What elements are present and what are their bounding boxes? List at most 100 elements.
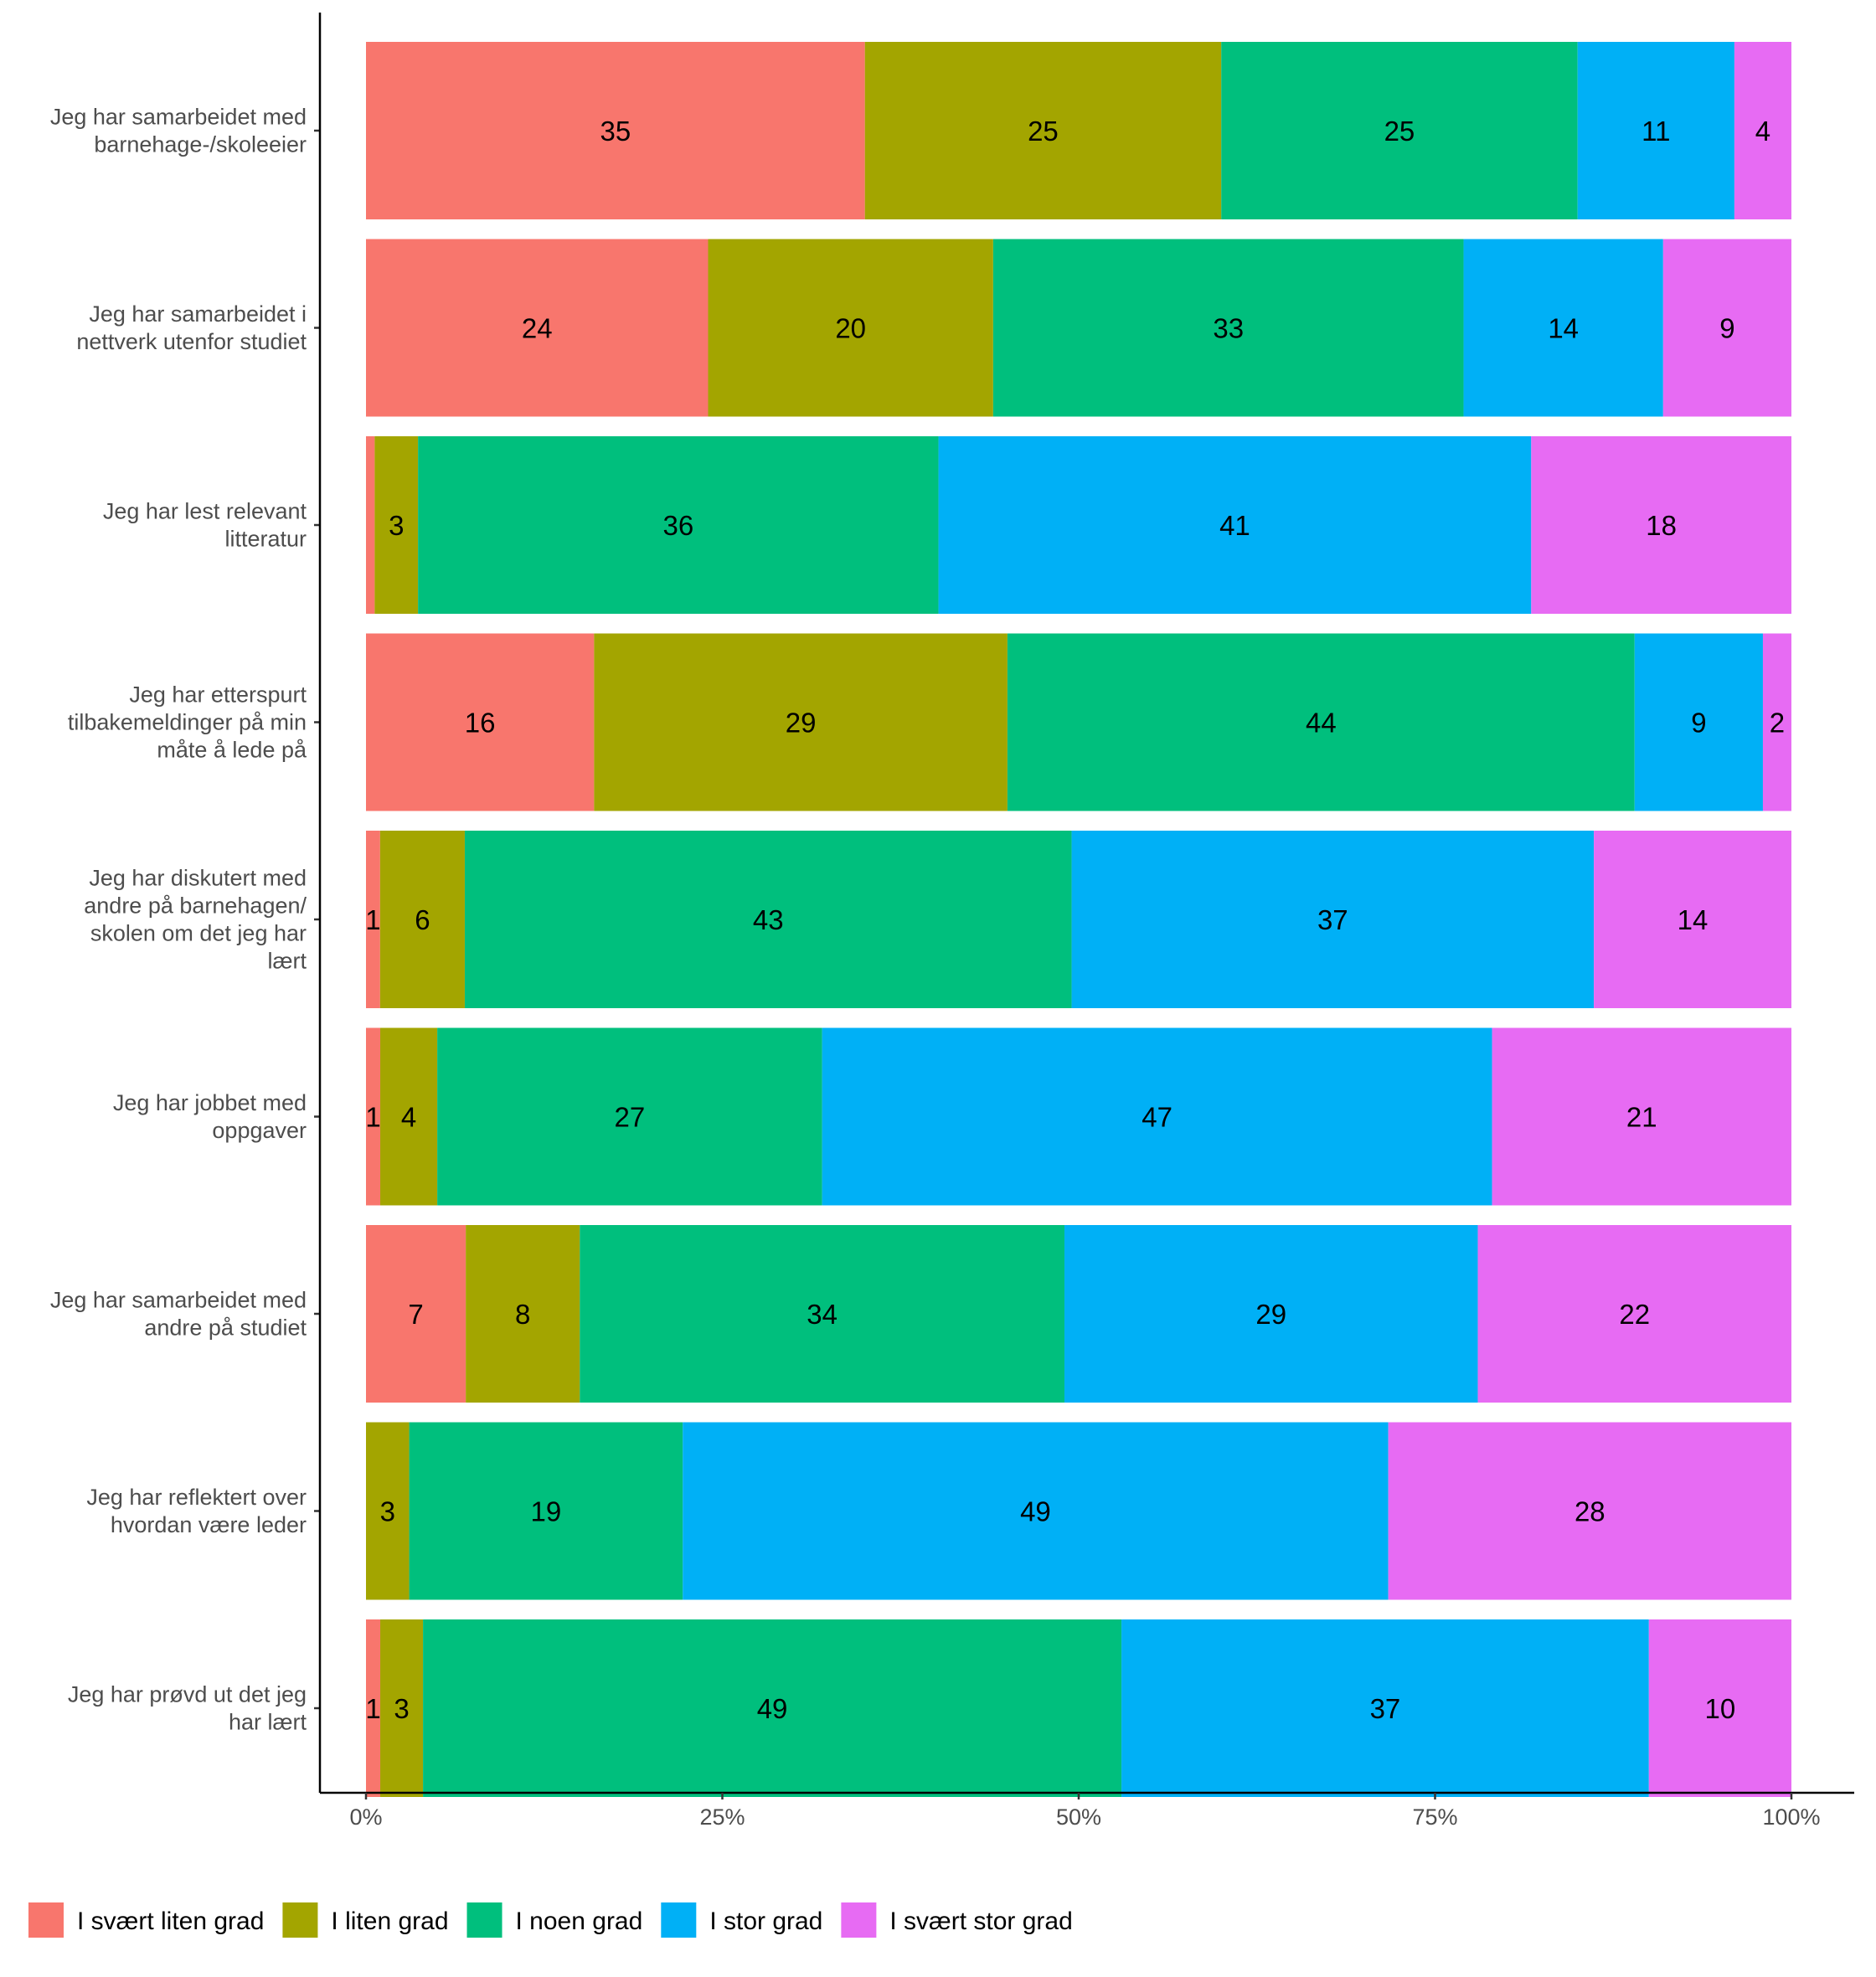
bar-segment <box>409 1422 683 1600</box>
legend-label: I noen grad <box>516 1907 643 1935</box>
data-label: 29 <box>786 708 817 739</box>
legend-key <box>28 1902 64 1938</box>
bar-segment <box>437 1027 822 1206</box>
x-tick-label: 100% <box>1762 1805 1820 1830</box>
bar-segment <box>1007 633 1635 811</box>
bar-segment <box>366 1225 466 1403</box>
bar-segment <box>1594 831 1791 1008</box>
data-label: 25 <box>1384 116 1415 147</box>
data-label: 20 <box>835 313 866 344</box>
data-label: 35 <box>600 116 631 147</box>
data-label: 14 <box>1548 313 1579 344</box>
bar-segment <box>366 1027 381 1206</box>
data-label: 3 <box>394 1693 409 1724</box>
category-label-line: oppgaver <box>212 1118 307 1143</box>
category-label-line: Jeg har etterspurt <box>129 682 307 708</box>
data-label: 21 <box>1626 1102 1657 1133</box>
data-label: 6 <box>415 904 430 935</box>
data-label: 25 <box>1028 116 1059 147</box>
bar-segment <box>1634 633 1763 811</box>
legend-label: I stor grad <box>709 1907 822 1935</box>
category-label: Jeg har lest relevant litteratur <box>103 499 307 552</box>
data-label: 44 <box>1306 708 1337 739</box>
y-axis: Jeg har samarbeidet med barnehage-/skolee… <box>50 13 322 1793</box>
category-label-line: Jeg har samarbeidet med <box>50 105 307 130</box>
legend-key <box>841 1902 877 1938</box>
data-label: 3 <box>389 510 404 541</box>
bar-segment <box>822 1027 1492 1206</box>
data-label: 1 <box>365 1693 380 1724</box>
data-label: 19 <box>531 1496 562 1527</box>
data-label: 22 <box>1619 1299 1650 1330</box>
category-label: Jeg har jobbet med oppgaver <box>113 1090 307 1143</box>
category-label-line: nettverk utenfor studiet <box>76 329 307 354</box>
category-label-line: Jeg har reflektert over <box>86 1485 307 1510</box>
data-label: 1 <box>365 904 380 935</box>
data-label: 9 <box>1691 708 1706 739</box>
category-label-line: lært <box>268 949 307 974</box>
bar-segment <box>466 1225 580 1403</box>
bar-segment <box>1463 239 1663 417</box>
data-label: 28 <box>1574 1496 1605 1527</box>
legend-label: I liten grad <box>331 1907 448 1935</box>
data-label: 41 <box>1219 510 1250 541</box>
x-tick-label: 0% <box>349 1805 382 1830</box>
bar-segment <box>423 1619 1122 1797</box>
data-label: 33 <box>1213 313 1244 344</box>
bar-segment <box>938 436 1532 614</box>
category-label-line: har lært <box>229 1710 307 1735</box>
category-label: Jeg har etterspurt tilbakemeldinger på mi… <box>68 682 307 763</box>
category-label-line: Jeg har diskutert med <box>89 866 307 891</box>
data-label: 14 <box>1678 904 1708 935</box>
bar-segment <box>1477 1225 1791 1403</box>
category-label-line: måte å lede på <box>157 738 307 763</box>
bar-segment <box>594 633 1008 811</box>
category-label: Jeg har prøvd ut det jeg har lært <box>68 1682 307 1735</box>
bar-segment <box>366 1619 381 1797</box>
legend-key <box>661 1902 697 1938</box>
bar-segment <box>1648 1619 1791 1797</box>
bar-segment <box>366 633 595 811</box>
legend-label: I svært stor grad <box>889 1907 1072 1935</box>
category-label-line: andre på studiet <box>144 1315 307 1341</box>
bars-layer <box>366 42 1791 1797</box>
bar-segment <box>380 1027 438 1206</box>
x-tick-label: 25% <box>699 1805 745 1830</box>
bar-segment <box>366 239 709 417</box>
data-label: 7 <box>408 1299 423 1330</box>
data-label: 1 <box>365 1102 380 1133</box>
data-label: 24 <box>522 313 553 344</box>
category-label-line: Jeg har samarbeidet i <box>89 301 307 327</box>
category-label-line: andre på barnehagen/ <box>84 893 307 919</box>
data-label: 43 <box>753 904 784 935</box>
legend: I svært liten grad I liten grad I noen gra… <box>28 1902 1073 1938</box>
category-label-line: Jeg har jobbet med <box>113 1090 307 1115</box>
bar-segment <box>683 1422 1389 1600</box>
bar-segment <box>1577 42 1734 219</box>
category-label: Jeg har reflektert over hvordan være lede… <box>86 1485 307 1537</box>
bar-segment <box>366 436 375 614</box>
bar-segment <box>1121 1619 1649 1797</box>
data-label: 49 <box>1020 1496 1051 1527</box>
bar-segment <box>418 436 939 614</box>
data-label: 4 <box>401 1102 416 1133</box>
data-label: 8 <box>515 1299 530 1330</box>
legend-key <box>282 1902 318 1938</box>
category-label: Jeg har diskutert med andre på barnehagen… <box>84 866 307 974</box>
category-label-line: Jeg har samarbeidet med <box>50 1288 307 1313</box>
data-label: 11 <box>1642 116 1670 147</box>
x-tick-label: 50% <box>1056 1805 1101 1830</box>
bar-segment <box>366 831 380 1008</box>
data-label: 49 <box>757 1693 788 1724</box>
bar-segment <box>1492 1027 1791 1206</box>
data-label: 16 <box>465 708 496 739</box>
category-label-line: skolen om det jeg har <box>90 921 307 946</box>
bar-segment <box>380 1619 424 1797</box>
bar-segment <box>992 239 1464 417</box>
legend-label: I svært liten grad <box>77 1907 264 1935</box>
data-label: 29 <box>1255 1299 1286 1330</box>
bar-segment <box>366 1422 410 1600</box>
category-label: Jeg har samarbeidet i nettverk utenfor st… <box>76 301 307 354</box>
bar-segment <box>1388 1422 1791 1600</box>
